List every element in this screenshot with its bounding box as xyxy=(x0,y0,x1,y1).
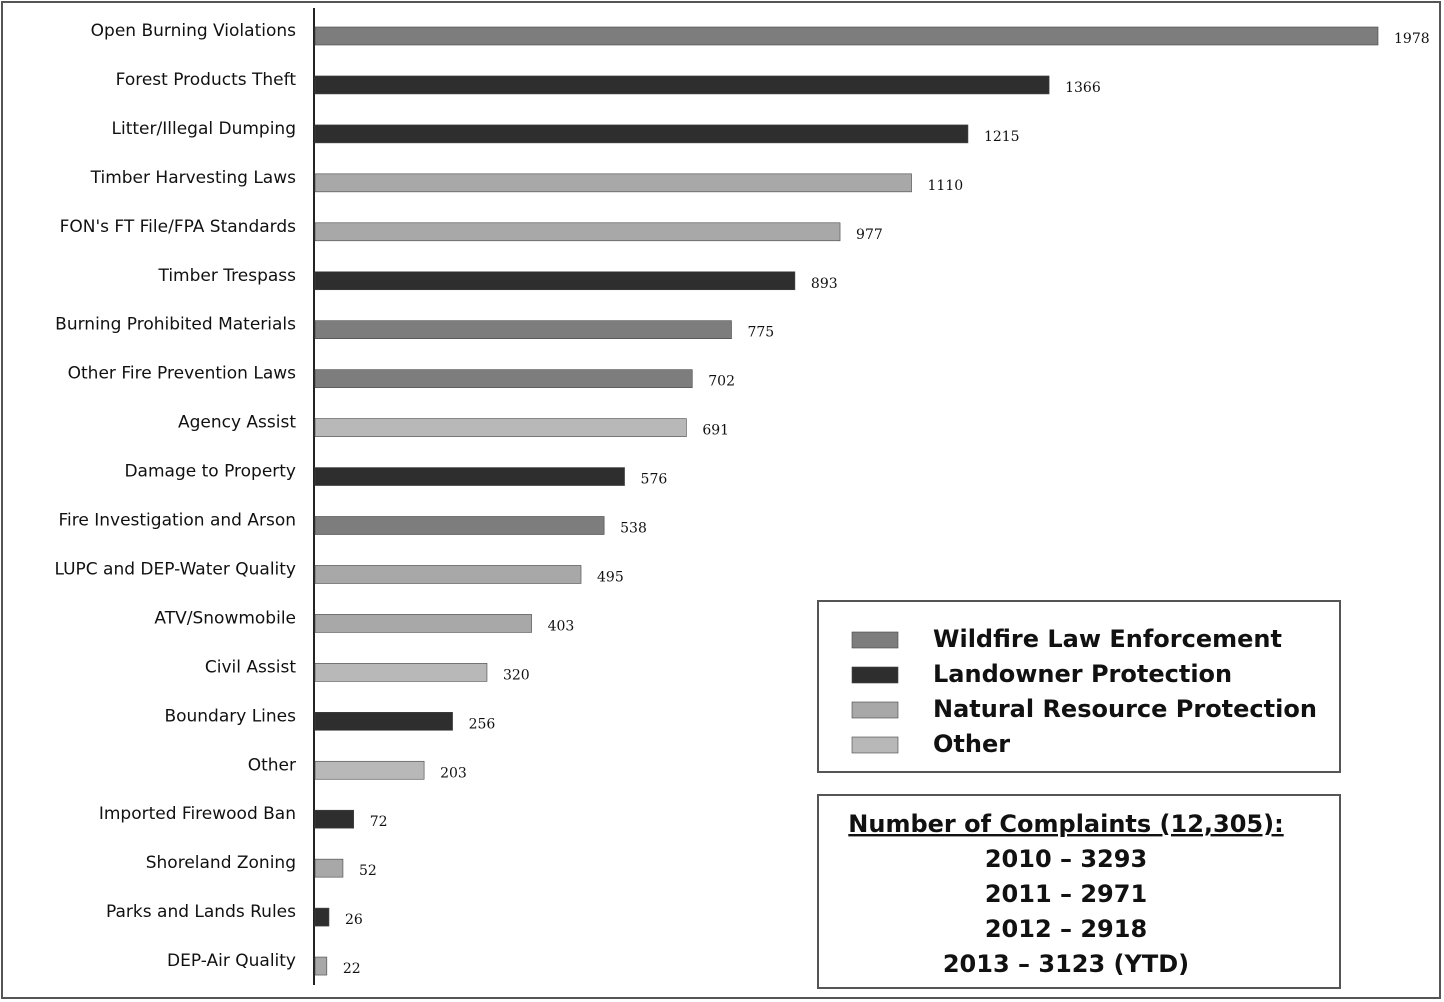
value-label: 72 xyxy=(370,814,388,830)
bar xyxy=(314,516,605,535)
category-label: Other Fire Prevention Laws xyxy=(68,364,296,384)
note-box xyxy=(817,794,1341,989)
value-label: 538 xyxy=(620,521,647,537)
value-label: 22 xyxy=(343,961,361,977)
value-label: 320 xyxy=(503,667,530,683)
bar xyxy=(314,907,330,927)
bar xyxy=(314,956,328,976)
note-heading: Number of Complaints (12,305): xyxy=(848,810,1283,838)
value-label: 26 xyxy=(345,912,363,928)
legend-label: Landowner Protection xyxy=(933,660,1232,688)
value-label: 775 xyxy=(747,325,774,341)
category-label: Fire Investigation and Arson xyxy=(58,511,296,531)
bar xyxy=(314,760,425,780)
note-line: 2011 – 2971 xyxy=(985,880,1147,908)
note-line: 2012 – 2918 xyxy=(985,915,1147,943)
category-label: Timber Harvesting Laws xyxy=(90,168,297,188)
legend-label: Other xyxy=(933,730,1010,758)
category-label: Open Burning Violations xyxy=(91,21,296,41)
value-label: 52 xyxy=(359,863,377,879)
bar xyxy=(314,124,969,144)
bar xyxy=(314,809,354,829)
value-label: 1215 xyxy=(984,129,1020,145)
category-label: Forest Products Theft xyxy=(116,70,297,90)
note-line: 2013 – 3123 (YTD) xyxy=(943,950,1189,978)
value-label: 1978 xyxy=(1394,31,1430,47)
category-label: FON's FT File/FPA Standards xyxy=(60,217,297,237)
category-label: Burning Prohibited Materials xyxy=(55,315,296,335)
bar xyxy=(314,222,841,242)
bar xyxy=(314,467,625,486)
value-label: 256 xyxy=(469,716,496,732)
bar xyxy=(314,320,732,340)
category-label: Civil Assist xyxy=(205,657,296,677)
bar xyxy=(314,614,532,633)
category-label: ATV/Snowmobile xyxy=(154,608,296,628)
value-label: 495 xyxy=(597,569,624,585)
category-label: LUPC and DEP-Water Quality xyxy=(54,559,296,579)
category-label: Timber Trespass xyxy=(157,266,296,286)
note-line: 2010 – 3293 xyxy=(985,845,1147,873)
category-label: Other xyxy=(248,755,296,775)
bar xyxy=(314,271,796,291)
bar xyxy=(314,663,488,682)
value-label: 691 xyxy=(702,423,729,439)
value-label: 1366 xyxy=(1065,80,1101,96)
category-label: Parks and Lands Rules xyxy=(106,902,296,922)
value-label: 977 xyxy=(856,227,883,243)
category-label: Boundary Lines xyxy=(164,706,296,726)
value-label: 403 xyxy=(548,618,575,634)
legend-swatch xyxy=(851,631,899,649)
category-label: Agency Assist xyxy=(178,413,296,433)
bar xyxy=(314,565,582,584)
bar xyxy=(314,26,1379,46)
value-label: 576 xyxy=(641,472,668,488)
value-label: 893 xyxy=(811,276,838,292)
legend-box xyxy=(817,600,1341,773)
bar xyxy=(314,173,912,193)
category-label: Litter/Illegal Dumping xyxy=(112,119,296,139)
category-label: Imported Firewood Ban xyxy=(99,804,296,824)
category-label: DEP-Air Quality xyxy=(167,951,296,971)
value-label: 203 xyxy=(440,765,467,781)
value-label: 1110 xyxy=(928,178,964,194)
legend-swatch xyxy=(851,666,899,684)
legend-label: Wildfire Law Enforcement xyxy=(933,625,1282,653)
legend-swatch xyxy=(851,701,899,719)
value-label: 702 xyxy=(708,374,735,390)
legend-swatch xyxy=(851,736,899,754)
bar xyxy=(314,418,687,437)
bar xyxy=(314,858,344,878)
bar xyxy=(314,75,1050,95)
legend-label: Natural Resource Protection xyxy=(933,695,1317,723)
bar xyxy=(314,711,453,731)
category-label: Shoreland Zoning xyxy=(146,853,296,873)
bar xyxy=(314,369,693,388)
category-label: Damage to Property xyxy=(124,462,296,482)
